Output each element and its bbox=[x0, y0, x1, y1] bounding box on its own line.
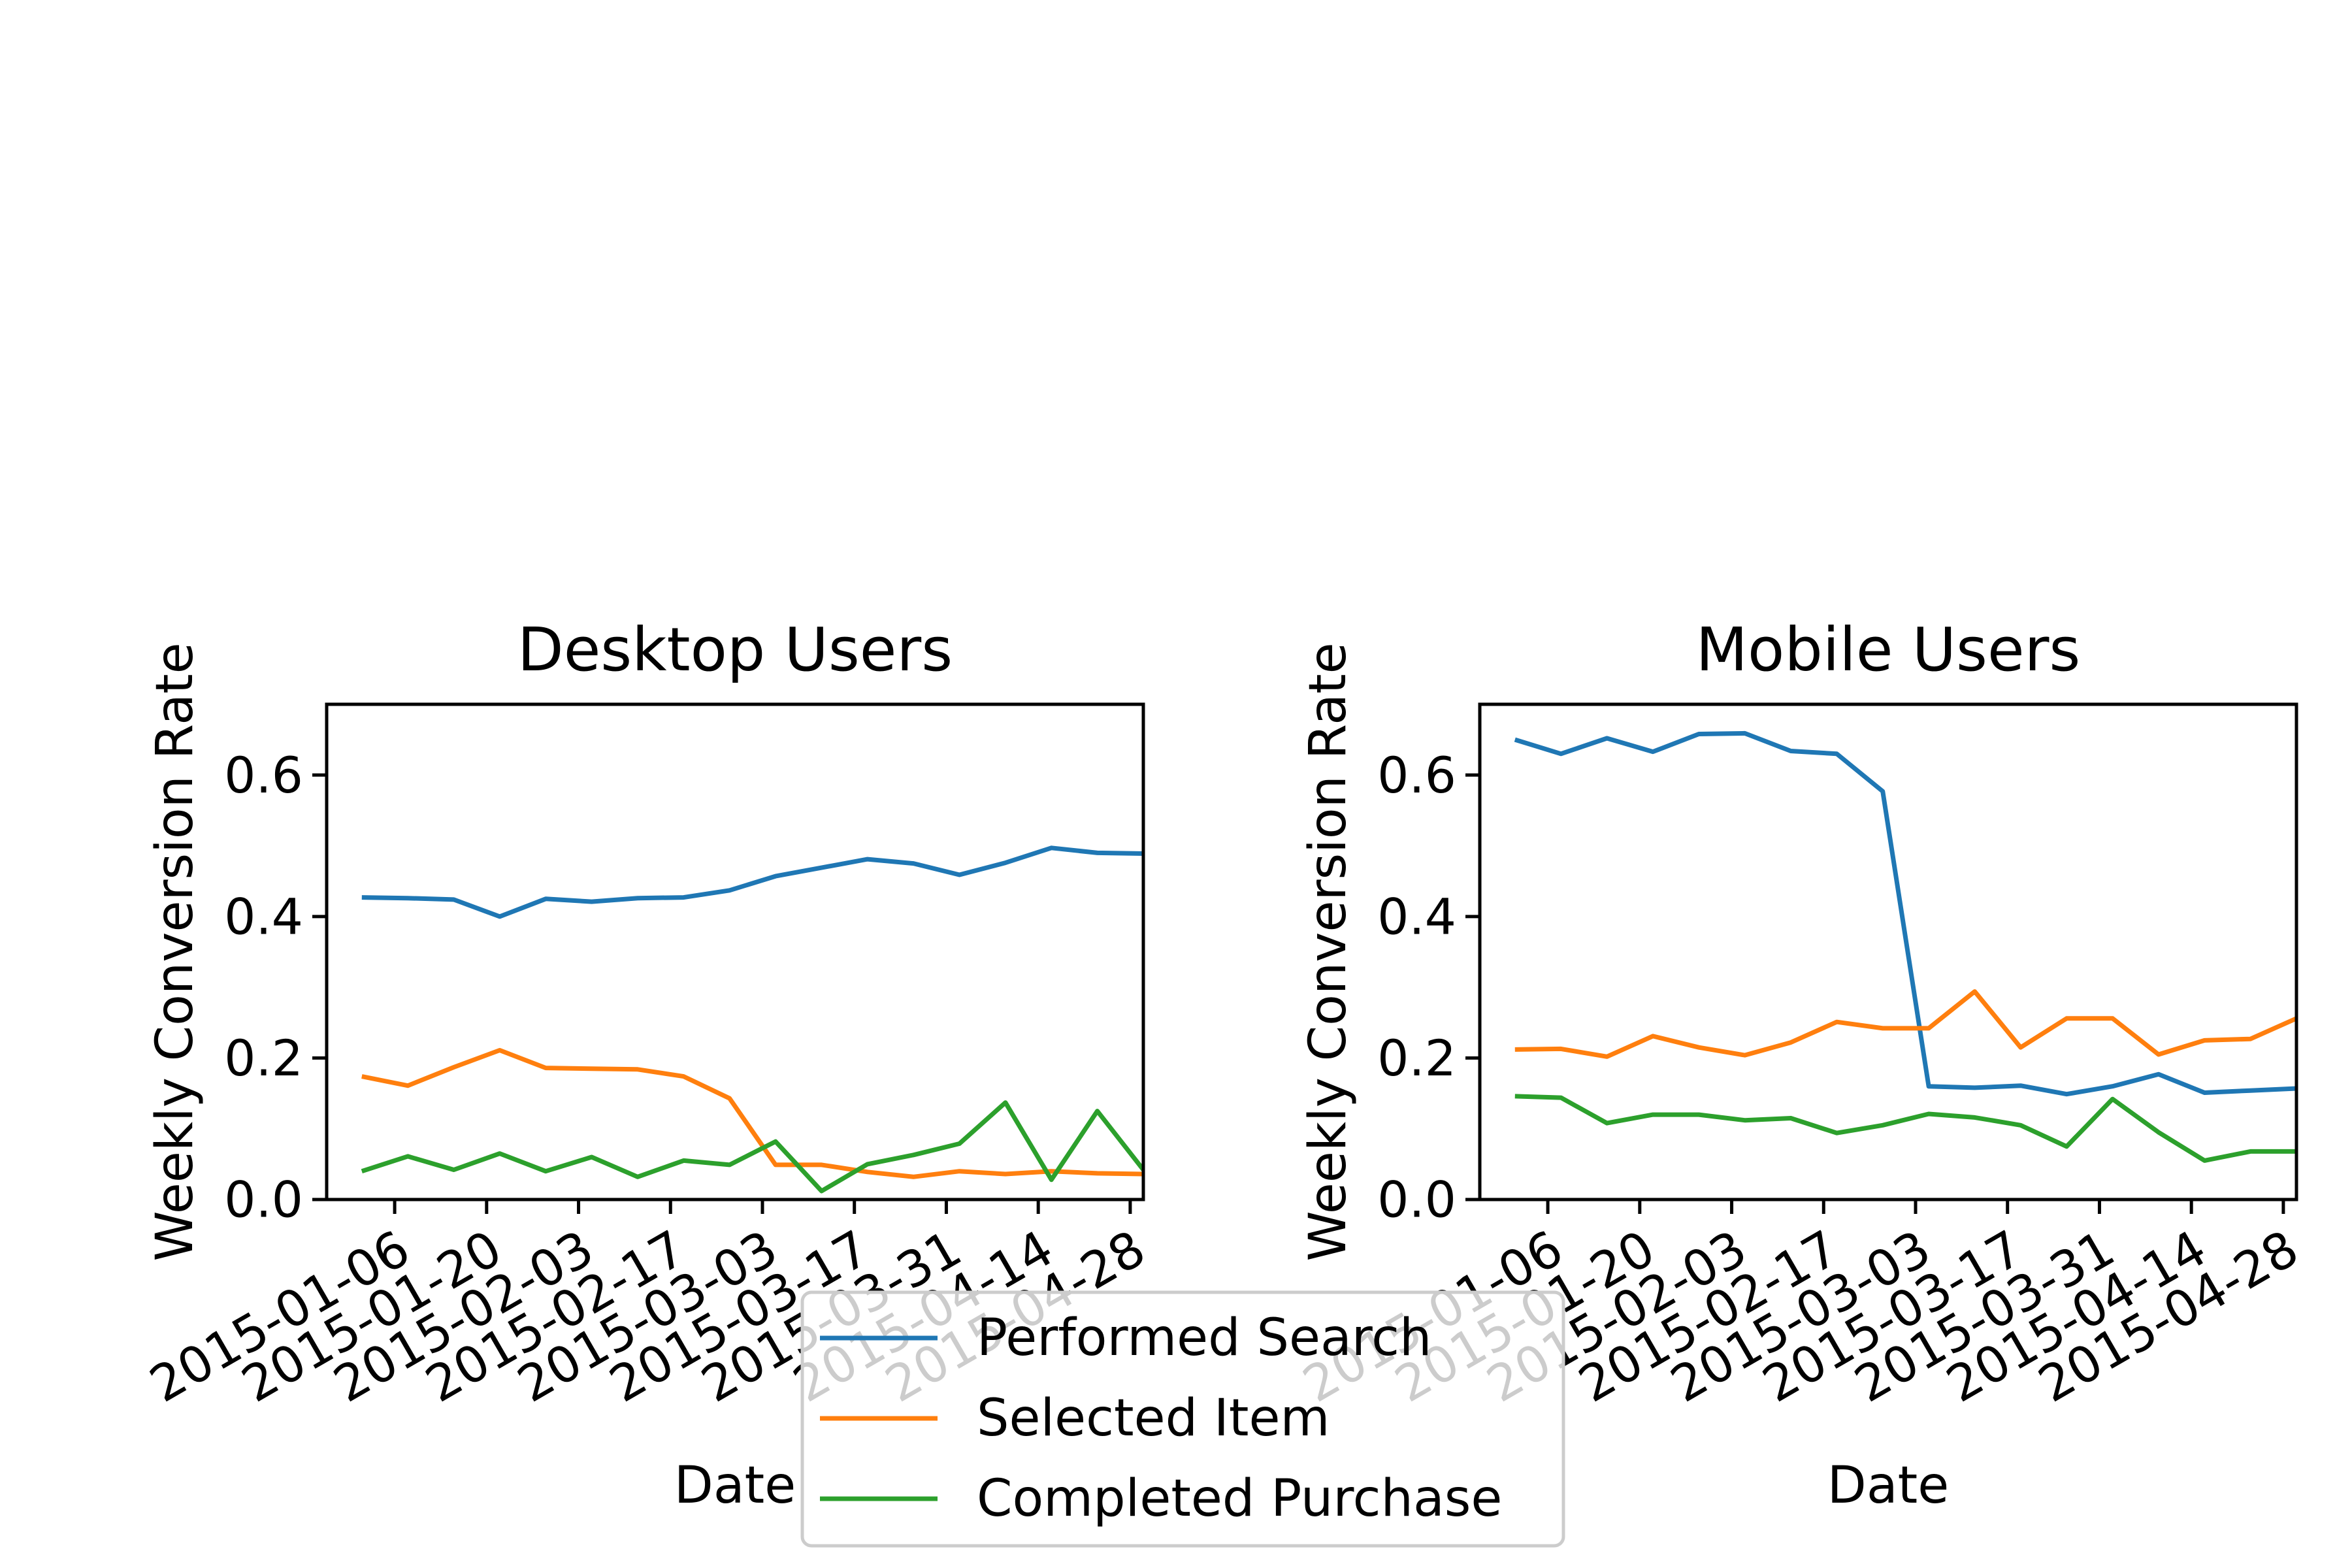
y-tick-label: 0.0 bbox=[224, 1171, 303, 1229]
chart-title: Desktop Users bbox=[517, 615, 953, 685]
series-line-selected-item bbox=[1514, 989, 2296, 1059]
series-line-selected-item bbox=[361, 1048, 1143, 1179]
y-tick-label: 0.2 bbox=[1377, 1029, 1456, 1087]
y-tick-label: 0.6 bbox=[224, 746, 303, 804]
series-line-performed-search bbox=[1514, 730, 2296, 1097]
plot-frame bbox=[1478, 702, 2298, 1201]
x-axis-label: Date bbox=[1827, 1456, 1949, 1515]
legend-label-selected-item: Selected Item bbox=[977, 1389, 1330, 1448]
y-axis-label: Weekly Conversion Rate bbox=[1299, 642, 1358, 1261]
series-line-completed-purchase bbox=[1514, 1094, 2296, 1163]
y-axis-label: Weekly Conversion Rate bbox=[146, 642, 204, 1261]
plot-frame bbox=[325, 702, 1145, 1201]
legend-box bbox=[800, 1290, 1565, 1548]
legend-label-completed-purchase: Completed Purchase bbox=[977, 1469, 1502, 1528]
chart-title: Mobile Users bbox=[1696, 615, 2081, 685]
y-tick-label: 0.4 bbox=[224, 887, 303, 945]
legend-label-performed-search: Performed Search bbox=[977, 1309, 1431, 1367]
legend: Performed Search Selected Item Completed P… bbox=[800, 1290, 1565, 1548]
x-axis-label: Date bbox=[674, 1456, 796, 1515]
y-tick-label: 0.4 bbox=[1377, 887, 1456, 945]
y-tick-label: 0.6 bbox=[1377, 746, 1456, 804]
y-tick-label: 0.2 bbox=[224, 1029, 303, 1087]
series-line-completed-purchase bbox=[361, 1100, 1143, 1194]
series-line-performed-search bbox=[361, 845, 1143, 919]
y-tick-label: 0.0 bbox=[1377, 1171, 1456, 1229]
